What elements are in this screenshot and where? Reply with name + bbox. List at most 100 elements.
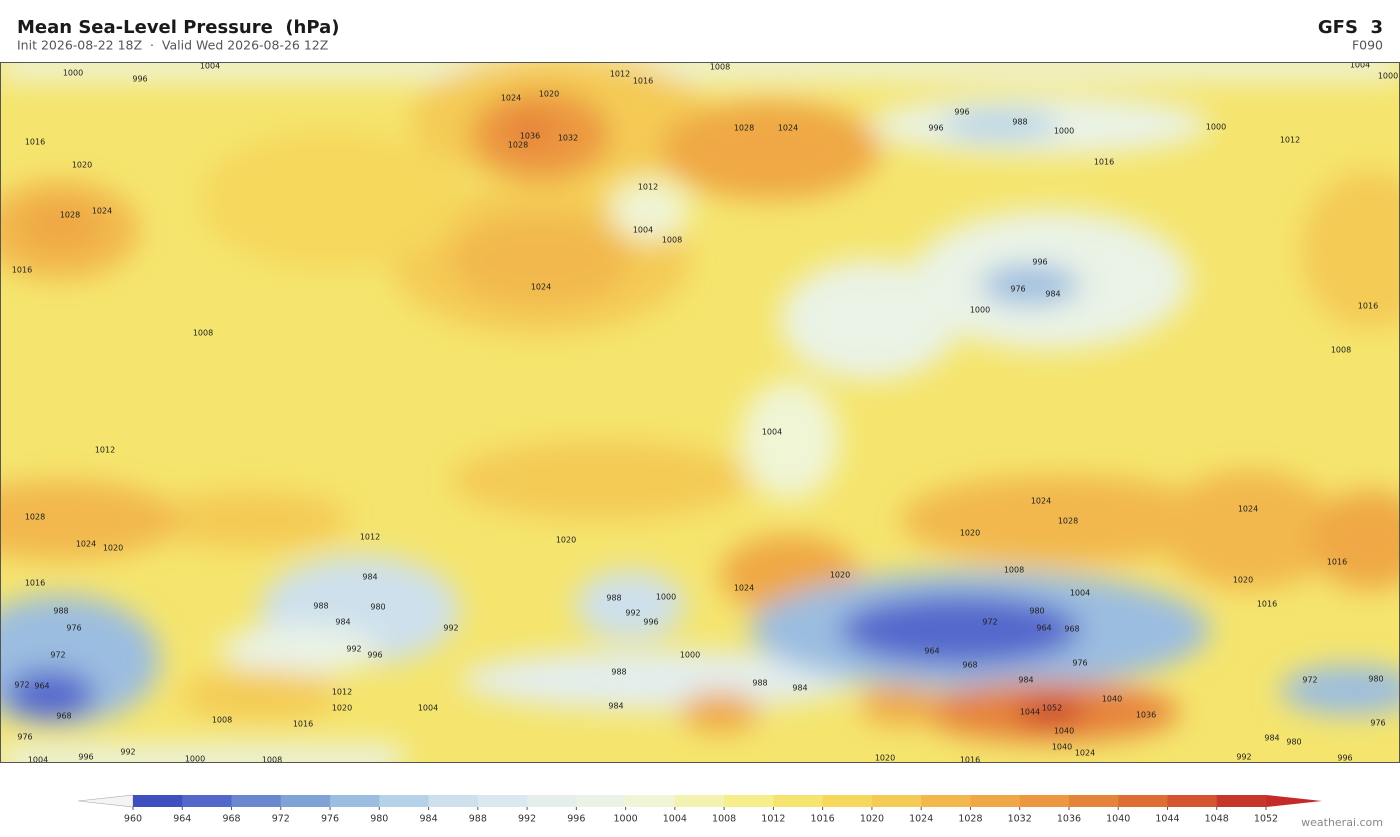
colorbar-tick-label: 960 xyxy=(124,814,142,825)
contour-label: 988 xyxy=(611,668,626,677)
colorbar-tick-label: 1040 xyxy=(1106,814,1130,825)
contour-label: 1024 xyxy=(1238,505,1258,514)
colorbar-bin xyxy=(1167,795,1218,807)
contour-label: 1020 xyxy=(539,90,559,99)
contour-label: 1008 xyxy=(710,63,730,72)
colorbar-bin xyxy=(970,795,1021,807)
contour-label: 1032 xyxy=(558,134,578,143)
contour-label: 1012 xyxy=(95,446,115,455)
contour-label: 1004 xyxy=(762,428,782,437)
contour-label: 1012 xyxy=(638,183,658,192)
contour-label: 1040 xyxy=(1052,743,1072,752)
title: Mean Sea-Level Pressure (hPa) xyxy=(17,17,339,38)
colorbar-bin xyxy=(182,795,233,807)
colorbar-bin xyxy=(871,795,922,807)
colorbar-tick-label: 1044 xyxy=(1155,814,1179,825)
contour-label: 972 xyxy=(1302,676,1317,685)
colorbar-tick-label: 980 xyxy=(370,814,388,825)
contour-label: 1004 xyxy=(1350,61,1370,70)
contour-label: 1052 xyxy=(1042,704,1062,713)
map: 1000 996 1004 1012 1016 1008 1004 1000 1020 1024 1… xyxy=(0,61,1400,763)
contour-label: 1016 xyxy=(1358,302,1378,311)
colorbar-tick-label: 988 xyxy=(469,814,487,825)
contour-label: 1000 xyxy=(63,69,83,78)
colorbar-tick-label: 968 xyxy=(222,814,240,825)
colorbar-bin xyxy=(330,795,380,807)
contour-label: 1040 xyxy=(1054,727,1074,736)
contour-label: 1040 xyxy=(1102,695,1122,704)
contour-label: 976 xyxy=(1072,659,1087,668)
contour-label: 1008 xyxy=(193,329,213,338)
contour-label: 1000 xyxy=(1378,72,1398,81)
colorbar-tick-label: 1028 xyxy=(958,814,982,825)
contour-label: 1028 xyxy=(25,513,45,522)
contour-label: 972 xyxy=(14,681,29,690)
contour-label: 1000 xyxy=(656,593,676,602)
contour-label: 1028 xyxy=(508,141,528,150)
contour-label: 1028 xyxy=(734,124,754,133)
contour-label: 984 xyxy=(362,573,377,582)
contour-label: 1012 xyxy=(332,688,352,697)
colorbar-bin xyxy=(379,795,430,807)
contour-label: 1024 xyxy=(1031,497,1051,506)
contour-label: 1016 xyxy=(1257,600,1277,609)
contour-label: 1036 xyxy=(520,132,540,141)
contour-label: 968 xyxy=(1064,625,1079,634)
contour-label: 1028 xyxy=(1058,517,1078,526)
contour-label: 1000 xyxy=(1054,127,1074,136)
contour-label: 968 xyxy=(56,712,71,721)
contour-label: 1016 xyxy=(293,720,313,729)
contour-label: 984 xyxy=(1018,676,1033,685)
contour-label: 1016 xyxy=(1094,158,1114,167)
contour-label: 1004 xyxy=(200,62,220,71)
contour-label: 976 xyxy=(1370,719,1385,728)
contour-label: 984 xyxy=(1264,734,1279,743)
colorbar-bin xyxy=(1216,795,1267,807)
contour-label: 964 xyxy=(1036,624,1051,633)
contour-label: 996 xyxy=(928,124,943,133)
contour-label: 964 xyxy=(924,647,939,656)
contour-label: 1024 xyxy=(501,94,521,103)
colorbar-tick-label: 976 xyxy=(321,814,339,825)
colorbar-bin xyxy=(674,795,725,807)
colorbar-bin xyxy=(921,795,971,807)
contour-label: 1016 xyxy=(25,579,45,588)
contour-label: 1020 xyxy=(332,704,352,713)
colorbar-bin xyxy=(576,795,627,807)
contour-label: 1008 xyxy=(212,716,232,725)
colorbar-bin xyxy=(724,795,774,807)
colorbar-bin xyxy=(231,795,282,807)
contour-label: 1000 xyxy=(1206,123,1226,132)
colorbar-bin xyxy=(527,795,577,807)
contour-label: 1020 xyxy=(72,161,92,170)
contour-label: 1020 xyxy=(556,536,576,545)
contour-label: 1016 xyxy=(12,266,32,275)
colorbar-tick-label: 1048 xyxy=(1205,814,1229,825)
contour-label: 1036 xyxy=(1136,711,1156,720)
contour-label: 1028 xyxy=(60,211,80,220)
credit: weatherai.com xyxy=(1301,816,1383,829)
contour-label: 1004 xyxy=(1070,589,1090,598)
colorbar-tick-label: 1004 xyxy=(663,814,687,825)
contour-label: 964 xyxy=(34,682,49,691)
contour-label: 1020 xyxy=(875,754,895,763)
contour-label: 1004 xyxy=(633,226,653,235)
contour-label: 996 xyxy=(954,108,969,117)
contour-label: 980 xyxy=(1286,738,1301,747)
contour-label: 1044 xyxy=(1020,708,1040,717)
contour-label: 992 xyxy=(625,609,640,618)
contour-label: 988 xyxy=(53,607,68,616)
contour-label: 1000 xyxy=(970,306,990,315)
colorbar-bin xyxy=(428,795,479,807)
colorbar: 960 964 968 972 976 980 984 988 992 996 1000 1004 10… xyxy=(77,794,1322,825)
contour-label: 992 xyxy=(346,645,361,654)
contour-label: 980 xyxy=(1368,675,1383,684)
contour-label: 1020 xyxy=(103,544,123,553)
contour-label: 1020 xyxy=(960,529,980,538)
contour-label: 972 xyxy=(50,651,65,660)
contour-label: 996 xyxy=(643,618,658,627)
subtitle: Init 2026-08-22 18Z · Valid Wed 2026-08-… xyxy=(17,38,328,53)
contour-label: 984 xyxy=(335,618,350,627)
colorbar-tick-label: 1000 xyxy=(614,814,638,825)
